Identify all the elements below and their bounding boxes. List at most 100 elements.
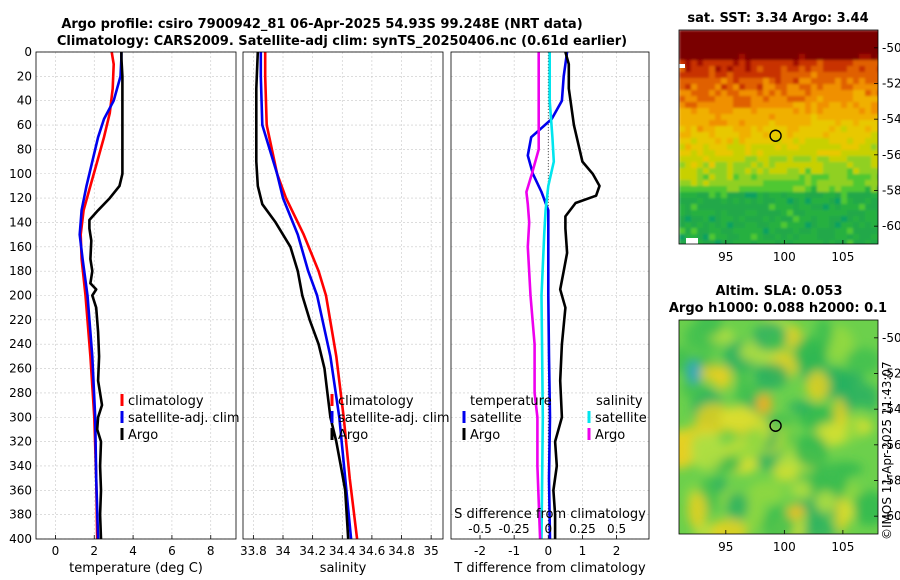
map-lon-label: 100 — [773, 540, 796, 554]
s-diff-tick-label: -0.5 — [468, 522, 491, 536]
map-lat-label: -58 — [882, 184, 900, 198]
legend-temperature-title: temperature — [470, 394, 552, 409]
map-lat-label: -56 — [882, 438, 900, 452]
x-tick-label: 0 — [52, 544, 60, 558]
depth-tick-label: 0 — [24, 45, 32, 59]
legend-climatology-label: climatology — [128, 394, 204, 409]
depth-tick-label: 380 — [9, 508, 32, 522]
axes-frame — [35, 51, 237, 540]
legend-s-satellite-label: satellite — [595, 411, 647, 426]
depth-tick-label: 240 — [9, 337, 32, 351]
x-tick-label: 34.8 — [388, 544, 415, 558]
map-lat-label: -56 — [882, 148, 900, 162]
series-line-salinity-satellite — [540, 52, 556, 539]
map-lon-label: 105 — [831, 540, 854, 554]
s-difference-axis-label: S difference from climatology — [454, 507, 646, 522]
title-line-2: Climatology: CARS2009. Satellite-adj cli… — [57, 34, 627, 49]
x-axis-label: salinity — [320, 561, 367, 576]
map-lon-label: 105 — [831, 250, 854, 264]
x-tick-label: 33.8 — [240, 544, 267, 558]
map-lat-label: -58 — [882, 474, 900, 488]
s-diff-tick-label: -0.25 — [499, 522, 530, 536]
legend-satellite-label: satellite-adj. clim — [338, 411, 450, 426]
x-tick-label: -1 — [508, 544, 520, 558]
axes-frame — [450, 51, 650, 540]
x-tick-label: 35 — [424, 544, 439, 558]
argo-location-marker — [769, 129, 782, 142]
depth-tick-label: 200 — [9, 289, 32, 303]
series-line-temperature-satellite — [526, 52, 569, 539]
sla-map: 95 100 105 -50 -52 -54 -56 -58 -60 — [678, 319, 900, 554]
x-tick-label: -2 — [474, 544, 486, 558]
depth-tick-label: 260 — [9, 362, 32, 376]
depth-tick-label: 120 — [9, 191, 32, 205]
temperature-panel: 0204060801001201401601802002202402602803… — [9, 45, 237, 576]
depth-tick-label: 280 — [9, 386, 32, 400]
title-line-1: Argo profile: csiro 7900942_81 06-Apr-20… — [61, 17, 582, 32]
map-lat-label: -60 — [882, 509, 900, 523]
depth-tick-label: 100 — [9, 167, 32, 181]
imos-watermark: ©IMOS 11-Apr-2025 11:43:07 — [880, 361, 894, 540]
x-axis-label: T difference from climatology — [453, 561, 646, 576]
map-lat-label: -54 — [882, 402, 900, 416]
s-diff-tick-label: 0.5 — [607, 522, 626, 536]
x-tick-label: 2 — [613, 544, 621, 558]
map-lon-label: 100 — [773, 250, 796, 264]
sst-map-title: sat. SST: 3.34 Argo: 3.44 — [687, 11, 868, 26]
legend-satellite-label: satellite-adj. clim — [128, 411, 240, 426]
legend-salinity-title: salinity — [596, 394, 643, 409]
x-tick-label: 4 — [129, 544, 137, 558]
series-line-salinity-argo — [525, 52, 542, 539]
depth-tick-label: 220 — [9, 313, 32, 327]
legend-argo-label: Argo — [338, 428, 368, 443]
depth-tick-label: 400 — [9, 532, 32, 546]
map-lat-label: -50 — [882, 331, 900, 345]
temperature-legend: climatology satellite-adj. clim Argo — [120, 394, 240, 443]
sst-heatmap — [679, 30, 878, 244]
sla-map-title-1: Altim. SLA: 0.053 — [716, 284, 843, 299]
map-lon-label: 95 — [718, 540, 733, 554]
salinity-panel: 33.8 34 34.2 34.4 34.6 34.8 35 salinity — [240, 51, 444, 576]
series-line-argo — [88, 52, 124, 539]
x-tick-label: 34.2 — [299, 544, 326, 558]
axes-frame — [242, 51, 444, 540]
x-tick-label: 34 — [275, 544, 290, 558]
series-group — [525, 52, 601, 539]
x-tick-label: 6 — [168, 544, 176, 558]
series-line-satellite-adj-clim — [78, 52, 123, 539]
difference-panel: -2 -1 0 1 2 T difference from climatology -0.5… — [450, 51, 650, 576]
depth-tick-label: 40 — [17, 94, 32, 108]
map-lon-label: 95 — [718, 250, 733, 264]
x-tick-label: 34.4 — [329, 544, 356, 558]
depth-tick-label: 180 — [9, 264, 32, 278]
map-lat-label: -52 — [882, 77, 900, 91]
s-diff-tick-label: 0.25 — [569, 522, 596, 536]
legend-s-argo-label: Argo — [595, 428, 625, 443]
depth-tick-label: 80 — [17, 142, 32, 156]
map-lat-label: -60 — [882, 219, 900, 233]
s-diff-tick-label: 0 — [544, 522, 552, 536]
map-lat-label: -54 — [882, 112, 900, 126]
depth-tick-label: 340 — [9, 459, 32, 473]
x-tick-label: 0 — [544, 544, 552, 558]
salinity-legend: climatology satellite-adj. clim Argo — [330, 394, 450, 443]
map-lat-label: -50 — [882, 41, 900, 55]
x-axis-label: temperature (deg C) — [69, 561, 203, 576]
map-frame — [678, 29, 879, 245]
map-lat-label: -52 — [882, 367, 900, 381]
legend-climatology-label: climatology — [338, 394, 414, 409]
map-frame — [678, 319, 879, 535]
sla-heatmap — [679, 320, 878, 534]
series-line-argo — [254, 52, 350, 539]
legend-argo-label: Argo — [128, 428, 158, 443]
depth-tick-label: 140 — [9, 215, 32, 229]
series-line-climatology — [263, 52, 359, 539]
depth-tick-label: 160 — [9, 240, 32, 254]
x-tick-label: 34.6 — [359, 544, 386, 558]
x-tick-label: 1 — [579, 544, 587, 558]
series-line-temperature-argo — [552, 52, 601, 539]
argo-location-marker — [769, 419, 782, 432]
depth-tick-label: 320 — [9, 435, 32, 449]
series-line-satellite-adj-clim — [259, 52, 353, 539]
